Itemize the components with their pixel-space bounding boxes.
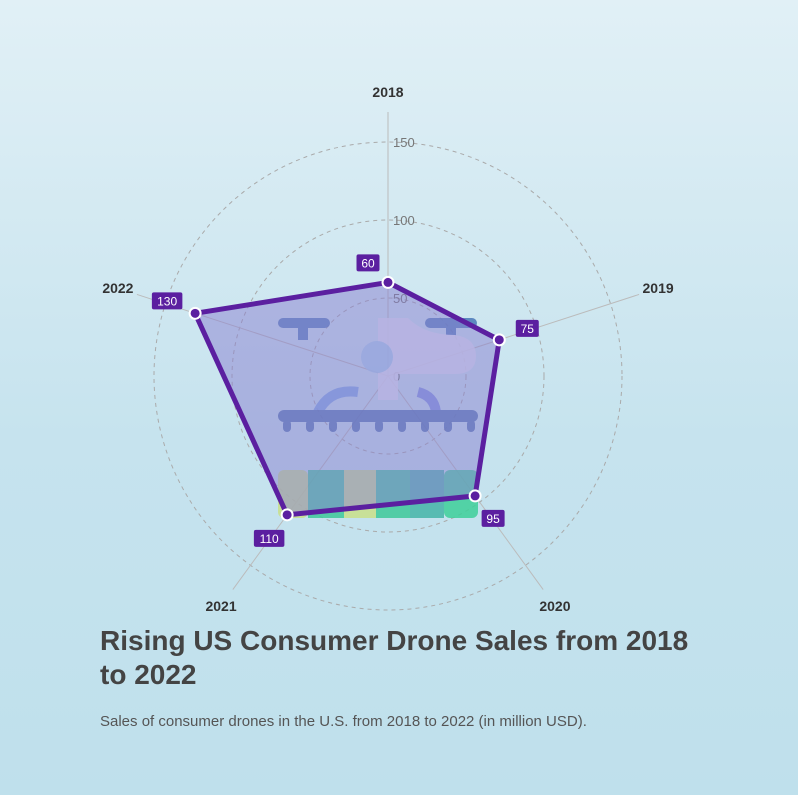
marker-2020 [468,489,482,503]
svg-text:60: 60 [361,256,375,270]
axis-label-2020: 2020 [539,598,570,614]
svg-text:75: 75 [521,322,535,336]
chart-title: Rising US Consumer Drone Sales from 2018… [100,625,689,690]
radar-chart: 20182019202020212022050100150 [102,84,674,614]
data-label-2018: 60 [356,254,380,272]
svg-text:110: 110 [260,532,279,546]
marker-2019 [492,333,506,347]
marker-2021 [280,508,294,522]
axis-label-2021: 2021 [205,598,236,614]
data-labels: 60 75 95 110 130 [151,254,539,547]
svg-text:130: 130 [157,294,177,308]
marker-2018 [381,275,395,289]
tick-label-150: 150 [393,135,415,150]
axis-label-2018: 2018 [372,84,403,100]
marker-2022 [188,306,202,320]
axis-label-2022: 2022 [102,280,133,296]
data-label-2020: 95 [481,509,505,527]
data-label-2019: 75 [515,319,539,337]
svg-text:95: 95 [486,512,500,526]
tick-label-100: 100 [393,213,415,228]
data-label-2021: 110 [253,529,285,547]
series-markers [188,275,506,522]
chart-subtitle: Sales of consumer drones in the U.S. fro… [100,713,587,730]
series-polygon [191,279,503,518]
series-sales [191,279,503,518]
grid-circle-150 [153,141,623,611]
axis-label-2019: 2019 [643,280,674,296]
data-label-2022: 130 [151,292,183,310]
